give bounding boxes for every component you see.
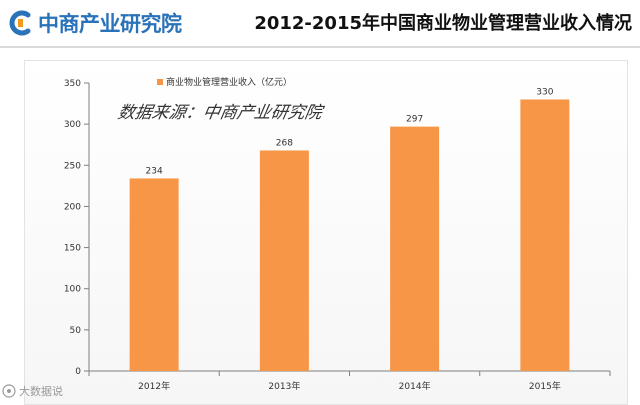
x-tick-label: 2015年 <box>529 380 561 392</box>
y-tick-label: 300 <box>64 120 81 130</box>
legend-label: 商业物业管理营业收入（亿元） <box>166 76 292 88</box>
y-tick-label: 250 <box>64 161 81 171</box>
watermark: 大数据说 <box>2 381 63 401</box>
y-tick-label: 200 <box>64 202 81 212</box>
chart-panel: 0 50 100 150 200 250 300 350 234 2012年 268 2013年 297… <box>24 60 628 405</box>
data-label: 234 <box>146 166 163 176</box>
header-bar: 中商产业研究院 2012-2015年中国商业物业管理营业收入情况 <box>0 0 640 46</box>
x-tick-label: 2012年 <box>138 380 170 392</box>
y-tick-label: 150 <box>64 244 81 254</box>
data-label: 297 <box>406 115 423 125</box>
x-tick-label: 2014年 <box>399 380 431 392</box>
bar <box>129 178 179 371</box>
data-label: 330 <box>536 87 553 97</box>
logo-text: 中商产业研究院 <box>38 12 182 36</box>
x-tick-label: 2013年 <box>268 380 300 392</box>
logo-icon <box>9 10 31 36</box>
page-title: 2012-2015年中国商业物业管理营业收入情况 <box>254 13 632 34</box>
bar <box>259 150 309 371</box>
watermark-text: 大数据说 <box>19 385 63 398</box>
y-tick-label: 0 <box>75 367 81 377</box>
y-tick-label: 350 <box>64 79 81 89</box>
logo: 中商产业研究院 <box>8 9 182 37</box>
header-divider <box>0 46 640 48</box>
y-tick-label: 100 <box>64 285 81 295</box>
y-tick-label: 50 <box>70 326 82 336</box>
bar-chart: 0 50 100 150 200 250 300 350 234 2012年 268 2013年 297… <box>64 76 611 392</box>
bar <box>390 126 440 372</box>
source-annotation: 数据来源：中商产业研究院 <box>116 103 326 123</box>
legend-swatch <box>157 79 163 85</box>
weibo-icon <box>2 384 16 398</box>
bar <box>520 99 570 371</box>
data-label: 268 <box>276 138 293 148</box>
